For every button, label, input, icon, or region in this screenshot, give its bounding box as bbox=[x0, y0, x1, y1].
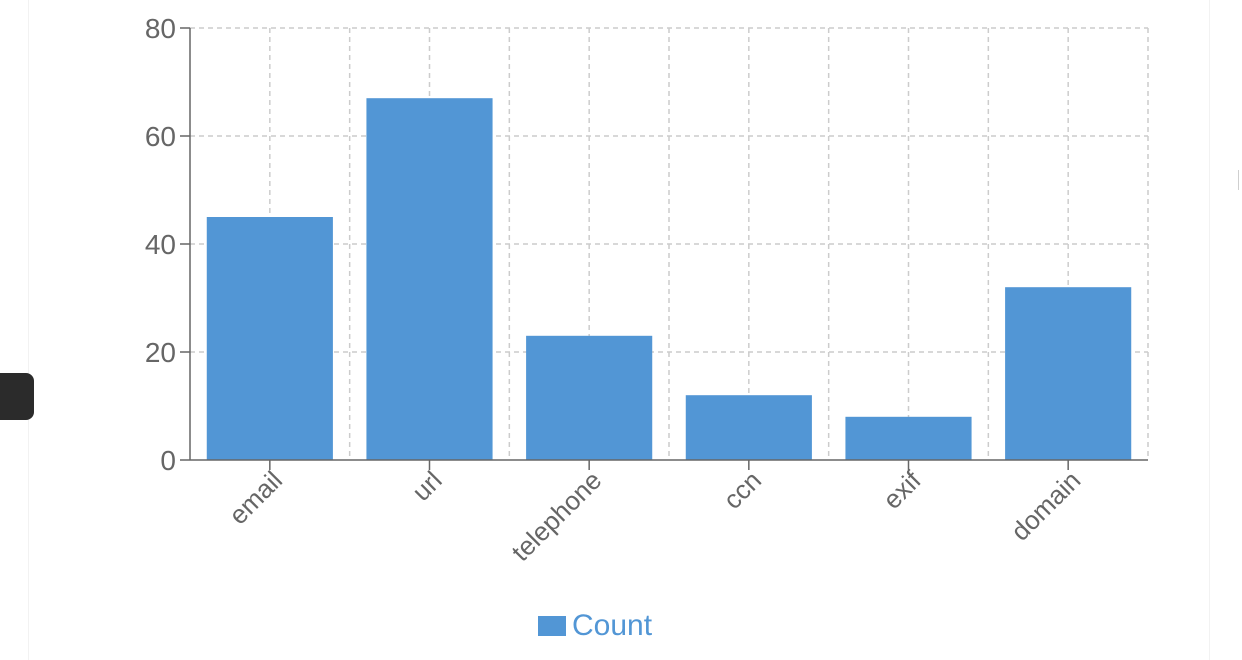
axes bbox=[180, 27, 1148, 470]
y-tick-label: 40 bbox=[145, 229, 176, 260]
x-tick-label: email bbox=[223, 465, 288, 530]
x-tick-labels: email url telephone ccn exif domain bbox=[223, 464, 1086, 567]
x-tick-label: url bbox=[406, 465, 448, 507]
bar-email[interactable] bbox=[206, 217, 333, 460]
chart-card bbox=[28, 0, 1210, 660]
x-tick-label: ccn bbox=[717, 465, 767, 515]
legend-label: Count bbox=[572, 609, 653, 642]
bar-telephone[interactable] bbox=[526, 335, 653, 460]
x-tick-label: exif bbox=[877, 464, 927, 514]
bars bbox=[206, 98, 1132, 460]
y-tick-labels: 0 20 40 60 80 bbox=[145, 13, 176, 476]
y-tick-label: 0 bbox=[160, 445, 176, 476]
bar-exif[interactable] bbox=[845, 416, 972, 460]
edge-marker bbox=[1238, 170, 1242, 190]
x-tick-label: domain bbox=[1005, 465, 1087, 547]
legend[interactable]: Count bbox=[538, 606, 652, 646]
bar-ccn[interactable] bbox=[685, 395, 812, 460]
x-tick-label: telephone bbox=[505, 465, 607, 567]
y-tick-label: 80 bbox=[145, 13, 176, 44]
y-tick-label: 60 bbox=[145, 121, 176, 152]
bar-url[interactable] bbox=[366, 98, 493, 460]
side-handle[interactable] bbox=[0, 373, 34, 420]
grid-lines bbox=[190, 27, 1149, 460]
legend-swatch bbox=[538, 616, 566, 636]
bar-domain[interactable] bbox=[1005, 287, 1132, 460]
y-tick-label: 20 bbox=[145, 337, 176, 368]
